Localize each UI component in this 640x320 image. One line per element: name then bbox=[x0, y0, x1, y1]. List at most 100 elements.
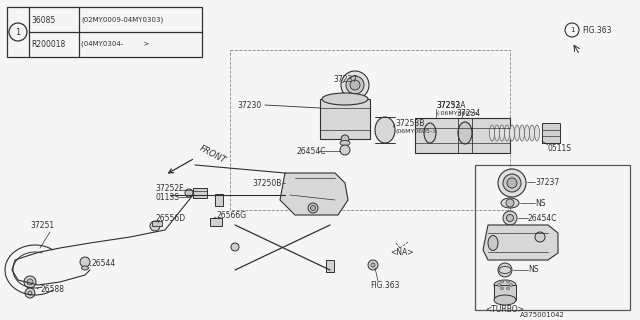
Ellipse shape bbox=[81, 266, 88, 270]
Ellipse shape bbox=[499, 267, 511, 274]
Circle shape bbox=[9, 23, 27, 41]
Ellipse shape bbox=[504, 125, 509, 141]
Ellipse shape bbox=[520, 125, 525, 141]
Bar bbox=[152, 221, 162, 226]
Text: FIG.363: FIG.363 bbox=[582, 26, 611, 35]
Polygon shape bbox=[280, 173, 348, 215]
Text: (06MY0605->: (06MY0605-> bbox=[395, 129, 437, 133]
Text: 37234: 37234 bbox=[456, 108, 480, 117]
Polygon shape bbox=[483, 225, 558, 260]
Circle shape bbox=[371, 263, 375, 267]
Circle shape bbox=[500, 280, 504, 283]
Circle shape bbox=[341, 71, 369, 99]
Text: 37252F: 37252F bbox=[155, 183, 184, 193]
Circle shape bbox=[497, 284, 500, 286]
Text: 37251: 37251 bbox=[30, 220, 54, 229]
Circle shape bbox=[509, 284, 513, 286]
Ellipse shape bbox=[375, 117, 395, 143]
Circle shape bbox=[24, 276, 36, 288]
Ellipse shape bbox=[535, 232, 545, 242]
Text: A375001042: A375001042 bbox=[520, 312, 565, 318]
Ellipse shape bbox=[488, 236, 498, 251]
Circle shape bbox=[310, 205, 316, 211]
Text: 1: 1 bbox=[15, 28, 20, 36]
Text: 26454C: 26454C bbox=[296, 147, 326, 156]
Circle shape bbox=[346, 76, 364, 94]
Ellipse shape bbox=[458, 122, 472, 144]
Text: R200018: R200018 bbox=[31, 39, 65, 49]
Ellipse shape bbox=[529, 125, 534, 141]
Circle shape bbox=[341, 135, 349, 143]
Ellipse shape bbox=[501, 198, 519, 208]
Text: 37253A: 37253A bbox=[436, 100, 465, 109]
Bar bbox=[230, 50, 510, 210]
Ellipse shape bbox=[494, 280, 516, 290]
Circle shape bbox=[500, 287, 504, 290]
Text: FIG.363: FIG.363 bbox=[370, 281, 399, 290]
Circle shape bbox=[503, 174, 521, 192]
Ellipse shape bbox=[340, 140, 350, 146]
Ellipse shape bbox=[490, 125, 495, 141]
Ellipse shape bbox=[424, 123, 436, 143]
Text: 26566G: 26566G bbox=[216, 211, 246, 220]
Circle shape bbox=[308, 203, 318, 213]
Text: 37253B: 37253B bbox=[395, 118, 424, 127]
Circle shape bbox=[80, 257, 90, 267]
Bar bbox=[320, 99, 370, 139]
Text: (04MY0304-         >: (04MY0304- > bbox=[81, 41, 149, 47]
Bar bbox=[415, 118, 510, 153]
Ellipse shape bbox=[495, 125, 499, 141]
Bar bbox=[494, 285, 516, 300]
Circle shape bbox=[507, 178, 517, 188]
Ellipse shape bbox=[509, 125, 515, 141]
Ellipse shape bbox=[494, 295, 516, 305]
Circle shape bbox=[25, 288, 35, 298]
Circle shape bbox=[28, 291, 32, 295]
Circle shape bbox=[27, 279, 33, 285]
Text: 37250B: 37250B bbox=[252, 179, 282, 188]
Circle shape bbox=[340, 145, 350, 155]
Text: FRONT: FRONT bbox=[198, 144, 228, 166]
Bar bbox=[7, 7, 202, 57]
Bar bbox=[542, 123, 560, 143]
Bar bbox=[215, 194, 223, 206]
Text: 0113S: 0113S bbox=[155, 193, 179, 202]
Bar bbox=[475, 165, 630, 310]
Circle shape bbox=[498, 263, 512, 277]
Circle shape bbox=[368, 260, 378, 270]
Text: 37230: 37230 bbox=[237, 100, 261, 109]
Circle shape bbox=[506, 214, 513, 221]
Circle shape bbox=[565, 23, 579, 37]
Circle shape bbox=[350, 80, 360, 90]
Text: 26588: 26588 bbox=[40, 284, 64, 293]
Circle shape bbox=[231, 243, 239, 251]
Bar bbox=[326, 260, 334, 272]
Text: NS: NS bbox=[528, 266, 538, 275]
Text: 1: 1 bbox=[570, 27, 574, 33]
Circle shape bbox=[185, 189, 193, 197]
Text: NS: NS bbox=[535, 198, 545, 207]
Text: <TURBO>: <TURBO> bbox=[486, 306, 524, 315]
Bar bbox=[210, 218, 222, 226]
Bar bbox=[193, 188, 207, 198]
Text: 26454C: 26454C bbox=[528, 213, 557, 222]
Text: (-06MY0605>: (-06MY0605> bbox=[436, 110, 478, 116]
Text: 37232: 37232 bbox=[436, 100, 460, 109]
Text: <NA>: <NA> bbox=[390, 247, 413, 257]
Text: 26556D: 26556D bbox=[155, 213, 185, 222]
Ellipse shape bbox=[499, 125, 504, 141]
Text: 37237: 37237 bbox=[333, 75, 357, 84]
Ellipse shape bbox=[322, 93, 368, 105]
Text: 36085: 36085 bbox=[31, 15, 55, 25]
Circle shape bbox=[498, 169, 526, 197]
Circle shape bbox=[506, 280, 509, 283]
Ellipse shape bbox=[534, 125, 540, 141]
Circle shape bbox=[150, 221, 160, 231]
Circle shape bbox=[503, 211, 517, 225]
Text: 37237: 37237 bbox=[535, 178, 559, 187]
Ellipse shape bbox=[525, 125, 529, 141]
Circle shape bbox=[506, 199, 514, 207]
Text: 26544: 26544 bbox=[91, 260, 115, 268]
Circle shape bbox=[506, 287, 509, 290]
Ellipse shape bbox=[515, 125, 520, 141]
